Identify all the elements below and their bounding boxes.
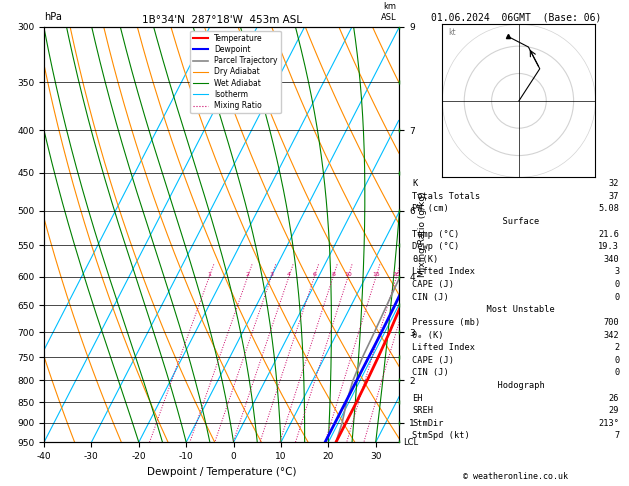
- Text: Temp (°C): Temp (°C): [413, 230, 460, 239]
- Text: 19.3: 19.3: [598, 242, 619, 251]
- Text: km
ASL: km ASL: [381, 2, 396, 22]
- Text: SREH: SREH: [413, 406, 433, 415]
- Y-axis label: Mixing Ratio (g/kg): Mixing Ratio (g/kg): [418, 191, 426, 278]
- Text: 37: 37: [609, 192, 619, 201]
- Text: 20: 20: [392, 272, 401, 277]
- Text: 15: 15: [372, 272, 380, 277]
- Legend: Temperature, Dewpoint, Parcel Trajectory, Dry Adiabat, Wet Adiabat, Isotherm, Mi: Temperature, Dewpoint, Parcel Trajectory…: [190, 31, 281, 113]
- Text: LCL: LCL: [404, 438, 419, 447]
- Text: θₑ (K): θₑ (K): [413, 330, 444, 340]
- Text: 7: 7: [614, 432, 619, 440]
- Text: Hodograph: Hodograph: [487, 381, 545, 390]
- Text: 8: 8: [331, 272, 335, 277]
- Text: Pressure (mb): Pressure (mb): [413, 318, 481, 327]
- Text: CIN (J): CIN (J): [413, 293, 449, 302]
- Title: 1B°34'N  287°18'W  453m ASL: 1B°34'N 287°18'W 453m ASL: [142, 15, 302, 25]
- Text: K: K: [413, 179, 418, 188]
- Text: 2: 2: [246, 272, 250, 277]
- Text: PW (cm): PW (cm): [413, 205, 449, 213]
- Text: 342: 342: [603, 330, 619, 340]
- Text: 3: 3: [269, 272, 274, 277]
- Text: 21.6: 21.6: [598, 230, 619, 239]
- Text: 213°: 213°: [598, 419, 619, 428]
- Text: CAPE (J): CAPE (J): [413, 280, 454, 289]
- Text: 340: 340: [603, 255, 619, 264]
- Text: CAPE (J): CAPE (J): [413, 356, 454, 365]
- X-axis label: Dewpoint / Temperature (°C): Dewpoint / Temperature (°C): [147, 467, 296, 477]
- Text: Dewp (°C): Dewp (°C): [413, 242, 460, 251]
- Text: θₑ(K): θₑ(K): [413, 255, 438, 264]
- Text: Lifted Index: Lifted Index: [413, 267, 476, 277]
- Text: 4: 4: [287, 272, 291, 277]
- Text: 01.06.2024  06GMT  (Base: 06): 01.06.2024 06GMT (Base: 06): [431, 12, 601, 22]
- Text: 0: 0: [614, 293, 619, 302]
- Text: © weatheronline.co.uk: © weatheronline.co.uk: [464, 472, 568, 481]
- Text: Lifted Index: Lifted Index: [413, 343, 476, 352]
- Text: 700: 700: [603, 318, 619, 327]
- Text: 3: 3: [614, 267, 619, 277]
- Text: CIN (J): CIN (J): [413, 368, 449, 378]
- Text: Most Unstable: Most Unstable: [476, 305, 555, 314]
- Text: kt: kt: [448, 28, 455, 37]
- Text: 29: 29: [609, 406, 619, 415]
- Text: 6: 6: [313, 272, 316, 277]
- Text: 5.08: 5.08: [598, 205, 619, 213]
- Text: 10: 10: [344, 272, 352, 277]
- Text: 0: 0: [614, 280, 619, 289]
- Text: 0: 0: [614, 368, 619, 378]
- Text: 26: 26: [609, 394, 619, 402]
- Text: 0: 0: [614, 356, 619, 365]
- Text: hPa: hPa: [44, 12, 62, 22]
- Text: 32: 32: [609, 179, 619, 188]
- Text: StmSpd (kt): StmSpd (kt): [413, 432, 470, 440]
- Text: Surface: Surface: [492, 217, 540, 226]
- Text: EH: EH: [413, 394, 423, 402]
- Text: Totals Totals: Totals Totals: [413, 192, 481, 201]
- Text: StmDir: StmDir: [413, 419, 444, 428]
- Text: 1: 1: [208, 272, 211, 277]
- Text: 2: 2: [614, 343, 619, 352]
